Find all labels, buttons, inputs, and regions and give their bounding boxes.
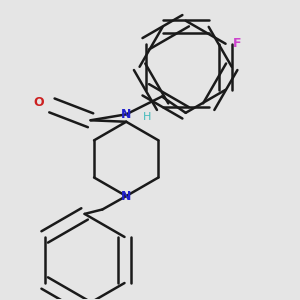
Text: F: F: [233, 37, 242, 50]
Text: H: H: [142, 112, 151, 122]
Text: N: N: [121, 190, 131, 202]
Text: O: O: [34, 96, 44, 109]
Text: N: N: [121, 108, 131, 121]
